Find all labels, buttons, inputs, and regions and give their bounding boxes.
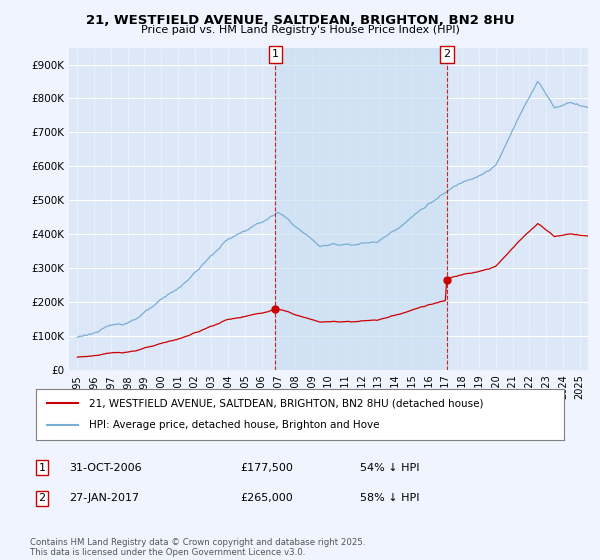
Text: 58% ↓ HPI: 58% ↓ HPI [360,493,419,503]
Text: HPI: Average price, detached house, Brighton and Hove: HPI: Average price, detached house, Brig… [89,421,379,431]
Text: £265,000: £265,000 [240,493,293,503]
Text: 2: 2 [38,493,46,503]
Text: 31-OCT-2006: 31-OCT-2006 [69,463,142,473]
Text: £177,500: £177,500 [240,463,293,473]
Text: 54% ↓ HPI: 54% ↓ HPI [360,463,419,473]
Bar [275,48,447,370]
Text: 21, WESTFIELD AVENUE, SALTDEAN, BRIGHTON, BN2 8HU (detached house): 21, WESTFIELD AVENUE, SALTDEAN, BRIGHTON… [89,398,484,408]
Text: 2: 2 [443,49,451,59]
Text: 1: 1 [272,49,279,59]
Text: 27-JAN-2017: 27-JAN-2017 [69,493,139,503]
Text: 1: 1 [38,463,46,473]
Text: 21, WESTFIELD AVENUE, SALTDEAN, BRIGHTON, BN2 8HU: 21, WESTFIELD AVENUE, SALTDEAN, BRIGHTON… [86,14,514,27]
Text: Price paid vs. HM Land Registry's House Price Index (HPI): Price paid vs. HM Land Registry's House … [140,25,460,35]
Text: Contains HM Land Registry data © Crown copyright and database right 2025.
This d: Contains HM Land Registry data © Crown c… [30,538,365,557]
